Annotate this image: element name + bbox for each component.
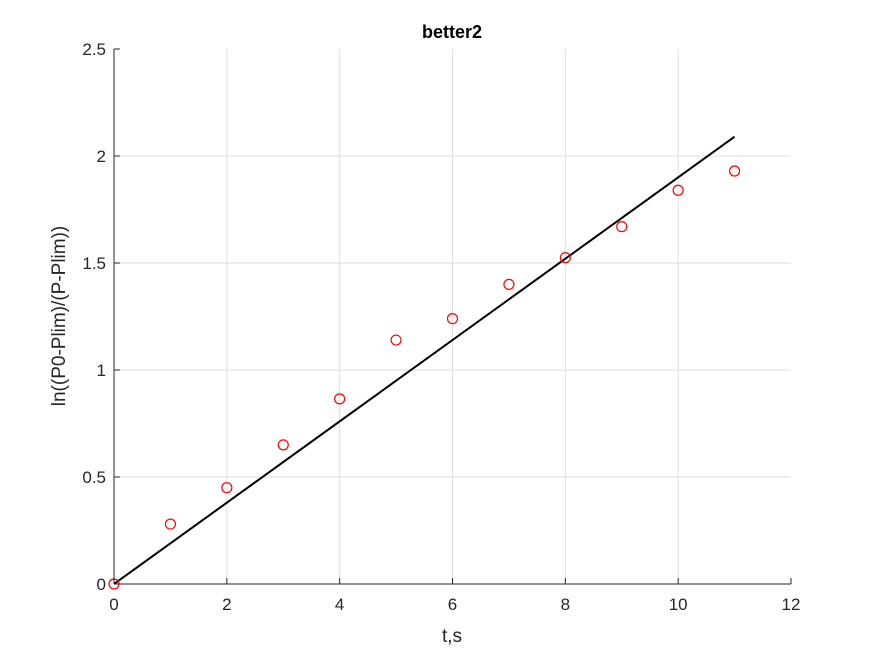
labels: better2 t,s ln((P0-Plim)/(P-Plim))	[49, 22, 482, 647]
y-tick-label: 1	[97, 361, 106, 380]
data-point-marker	[503, 278, 515, 290]
x-tick-label: 4	[335, 595, 344, 614]
data-point-marker	[334, 393, 346, 405]
y-tick-label: 0.5	[82, 468, 106, 487]
grid	[114, 49, 791, 584]
data-point-marker	[164, 518, 177, 530]
y-axis-label: ln((P0-Plim)/(P-Plim))	[49, 226, 70, 406]
data-point-marker	[672, 184, 684, 196]
x-tick-label: 8	[561, 595, 570, 614]
x-tick-label: 2	[222, 595, 231, 614]
y-tick-label: 1.5	[82, 254, 106, 273]
x-tick-label: 10	[669, 595, 688, 614]
data-point-marker	[277, 439, 289, 451]
data-point-marker	[616, 221, 628, 233]
data-point-marker	[221, 482, 233, 494]
x-tick-label: 0	[109, 595, 118, 614]
y-tick-label: 2	[97, 147, 106, 166]
x-tick-label: 12	[782, 595, 801, 614]
data-point-marker	[390, 334, 402, 346]
x-axis-label: t,s	[442, 626, 462, 647]
axes: 0 2 4 6 8 10 12 0 0.5 1 1.5 2 2.5	[82, 40, 800, 614]
data-point-marker	[728, 165, 741, 177]
fit-line	[113, 135, 736, 585]
y-tick-label: 2.5	[82, 40, 106, 59]
x-tick-label: 6	[448, 595, 457, 614]
data-point-marker	[446, 313, 459, 325]
data-point-marker	[559, 252, 571, 264]
chart-title: better2	[422, 22, 482, 42]
y-tick-label: 0	[97, 575, 106, 594]
data-layer	[108, 135, 741, 590]
